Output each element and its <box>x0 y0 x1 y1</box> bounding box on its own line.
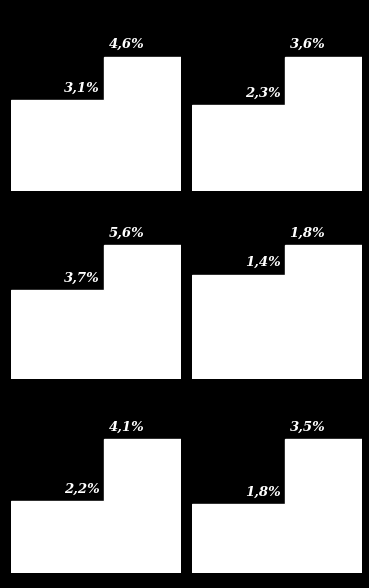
Text: 2,3%: 2,3% <box>245 87 281 100</box>
Polygon shape <box>11 56 181 191</box>
Text: 1,8%: 1,8% <box>245 486 281 499</box>
Polygon shape <box>192 245 362 379</box>
Text: 3,5%: 3,5% <box>289 420 325 433</box>
Text: 3,6%: 3,6% <box>289 38 325 51</box>
Polygon shape <box>11 245 181 379</box>
Polygon shape <box>11 439 181 573</box>
Polygon shape <box>192 56 362 191</box>
Polygon shape <box>192 439 362 573</box>
Text: 1,4%: 1,4% <box>245 256 281 269</box>
Text: 2,2%: 2,2% <box>65 483 100 496</box>
Text: 3,1%: 3,1% <box>65 82 100 95</box>
Text: 4,1%: 4,1% <box>108 420 144 433</box>
Text: 4,6%: 4,6% <box>108 38 144 51</box>
Text: 1,8%: 1,8% <box>289 226 325 239</box>
Text: 5,6%: 5,6% <box>108 226 144 239</box>
Text: 3,7%: 3,7% <box>65 272 100 285</box>
